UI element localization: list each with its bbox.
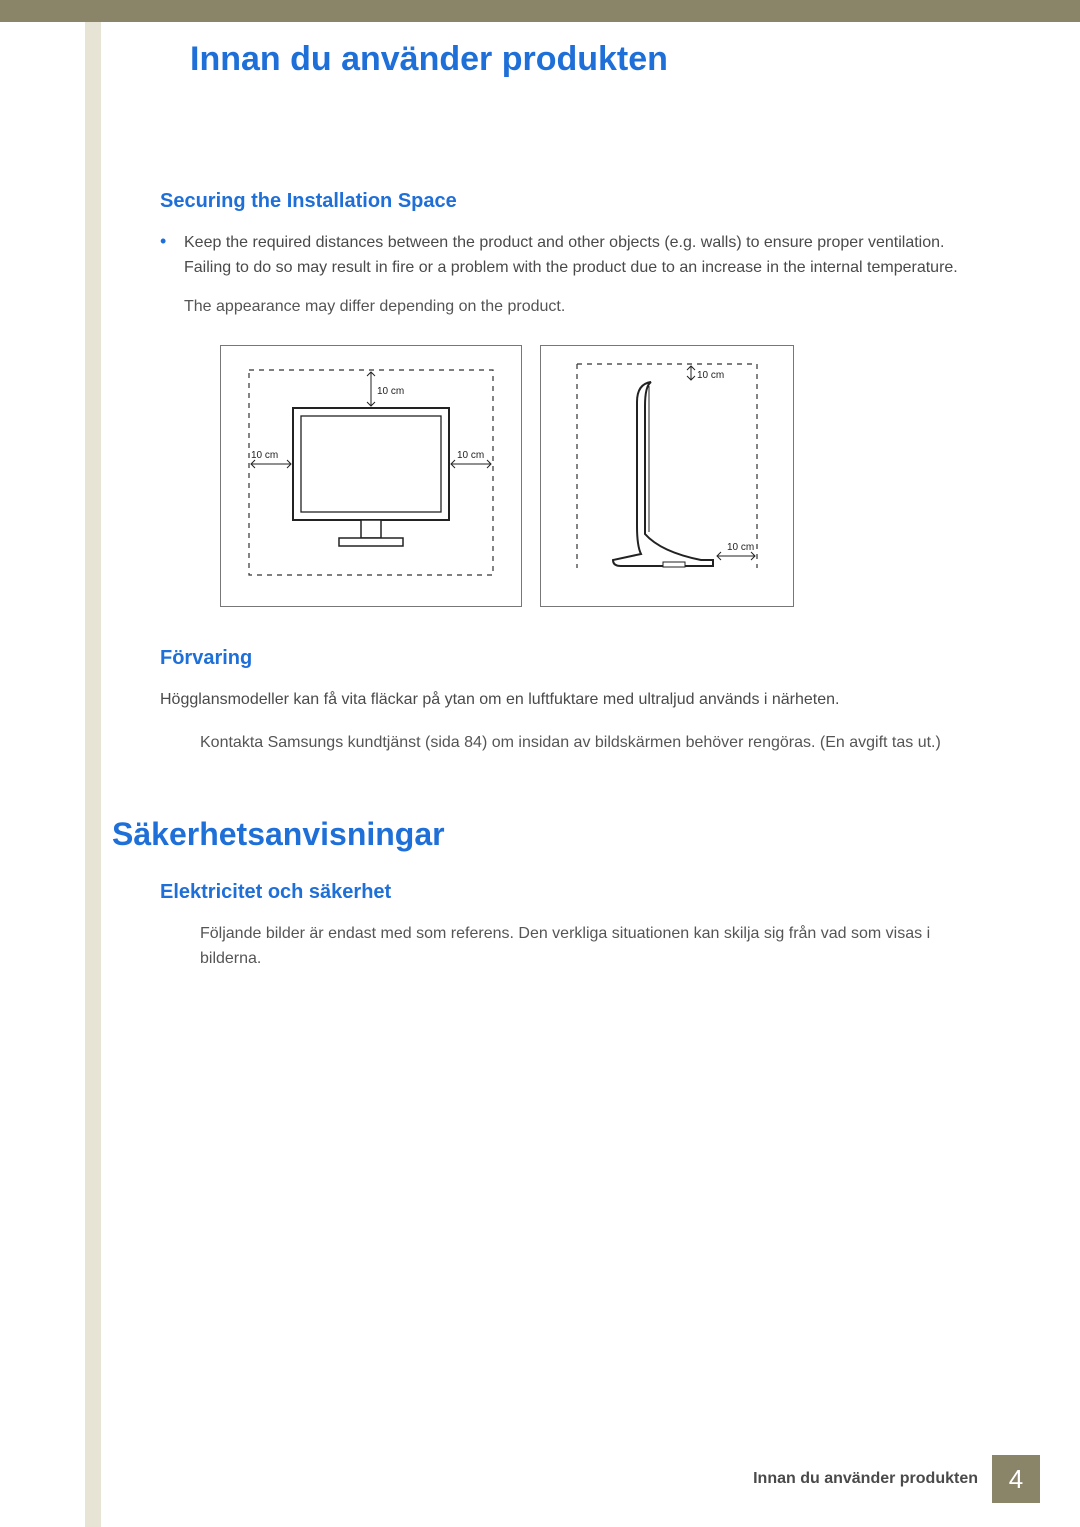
securing-bullet-row: • Keep the required distances between th… <box>160 231 990 281</box>
diagram-side: 10 cm 10 cm <box>540 345 794 607</box>
bullet-icon: • <box>160 231 184 281</box>
label-side-back: 10 cm <box>727 542 754 553</box>
footer-text: Innan du använder produkten <box>753 1470 978 1488</box>
top-accent-bar <box>0 0 1080 22</box>
storage-note: Kontakta Samsungs kundtjänst (sida 84) o… <box>200 731 990 756</box>
label-left: 10 cm <box>251 450 278 461</box>
diagram-row: 10 cm 10 cm 10 cm <box>220 345 990 607</box>
safety-note: Följande bilder är endast med som refere… <box>200 922 990 972</box>
label-side-top: 10 cm <box>697 370 724 381</box>
label-top: 10 cm <box>377 386 404 397</box>
securing-heading: Securing the Installation Space <box>160 190 990 213</box>
side-accent-bar <box>85 0 101 1527</box>
safety-heading: Elektricitet och säkerhet <box>160 881 990 904</box>
storage-heading: Förvaring <box>160 647 990 670</box>
content-area: Securing the Installation Space • Keep t… <box>160 190 990 972</box>
page-number-badge: 4 <box>992 1455 1040 1503</box>
safety-section-title: Säkerhetsanvisningar <box>112 816 990 853</box>
page-title: Innan du använder produkten <box>190 40 668 79</box>
storage-body: Högglansmodeller kan få vita fläckar på … <box>160 688 990 713</box>
label-right: 10 cm <box>457 450 484 461</box>
footer: Innan du använder produkten 4 <box>753 1455 1040 1503</box>
diagram-front: 10 cm 10 cm 10 cm <box>220 345 522 607</box>
securing-bullet-text: Keep the required distances between the … <box>184 231 990 281</box>
securing-note: The appearance may differ depending on t… <box>184 295 990 320</box>
